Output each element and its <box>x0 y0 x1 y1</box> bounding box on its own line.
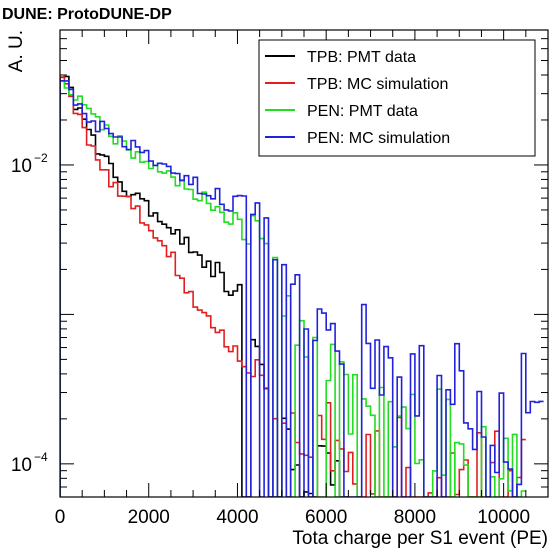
series-line-2 <box>60 76 526 497</box>
histogram-layer <box>60 75 544 497</box>
legend-label: PEN: PMT data <box>307 103 418 120</box>
legend-label: TPB: MC simulation <box>307 76 448 93</box>
series-line-4 <box>60 80 544 497</box>
x-tick-label: 0 <box>55 507 66 528</box>
legend: TPB: PMT data TPB: MC simulation PEN: PMT … <box>258 39 536 157</box>
chart-title: DUNE: ProtoDUNE-DP <box>2 6 172 23</box>
y-tick-label-exponent: −4 <box>34 450 48 464</box>
axis-ticks <box>59 29 549 498</box>
x-axis-label: Tota charge per S1 event (PE) <box>292 528 548 549</box>
legend-box <box>258 39 536 157</box>
y-tick-label: 10 <box>11 455 32 476</box>
x-tick-label: 10000 <box>477 507 530 528</box>
x-tick-label: 4000 <box>216 507 258 528</box>
y-axis-label: A. U. <box>6 30 27 72</box>
legend-label: PEN: MC simulation <box>307 130 450 147</box>
x-tick-label: 2000 <box>128 507 170 528</box>
x-tick-label: 8000 <box>394 507 436 528</box>
y-tick-label-exponent: −2 <box>34 151 48 165</box>
x-tick-label: 6000 <box>305 507 347 528</box>
legend-label: TPB: PMT data <box>307 49 416 66</box>
y-tick-label: 10 <box>11 156 32 177</box>
